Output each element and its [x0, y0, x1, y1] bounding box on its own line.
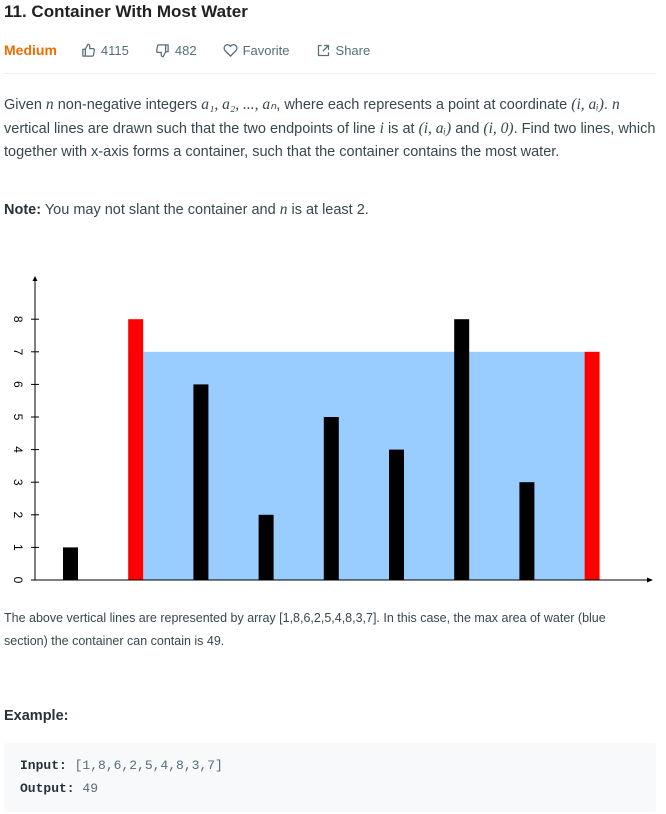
bar: [323, 417, 339, 580]
problem-meta-bar: Medium 4115 482 Favorite Share: [4, 40, 396, 60]
y-tick-label: 4: [11, 446, 25, 453]
problem-title: 11. Container With Most Water: [4, 2, 248, 21]
water-area: [143, 351, 585, 580]
highlighted-bar: [128, 319, 144, 580]
bar: [63, 547, 78, 580]
y-tick-label: 7: [11, 348, 25, 355]
dislike-button[interactable]: 482: [155, 43, 197, 58]
y-tick-label: 1: [11, 544, 25, 551]
y-tick-label: 8: [11, 316, 25, 323]
example-input-line: Input: [1,8,6,2,5,4,8,3,7]: [20, 758, 223, 773]
y-tick-label: 0: [11, 577, 25, 584]
bar: [389, 449, 404, 580]
x-axis-arrow: [647, 577, 653, 583]
thumbs-down-icon: [155, 43, 169, 57]
y-tick-label: 5: [11, 414, 25, 421]
difficulty-badge: Medium: [4, 42, 57, 58]
favorite-label: Favorite: [242, 42, 290, 58]
bar: [519, 482, 535, 580]
container-chart: 0 1 2 3 4 5 6 7 8: [11, 276, 653, 584]
bar: [454, 319, 470, 580]
example-code-block: Input: [1,8,6,2,5,4,8,3,7] Output: 49: [4, 743, 656, 812]
like-count: 4115: [100, 42, 129, 58]
heart-icon: [223, 43, 238, 57]
bar: [258, 514, 274, 580]
input-label: Input:: [20, 758, 67, 773]
y-tick-label: 6: [11, 381, 25, 388]
bar: [193, 384, 209, 580]
example-output-line: Output: 49: [20, 781, 98, 796]
share-label: Share: [335, 42, 371, 58]
output-value: 49: [74, 781, 99, 796]
output-label: Output:: [20, 781, 75, 796]
dislike-count: 482: [174, 42, 197, 58]
share-button[interactable]: Share: [316, 42, 371, 58]
thumbs-up-icon: [82, 43, 95, 57]
highlighted-bar: [584, 351, 600, 580]
note-label: Note:: [4, 202, 42, 218]
example-heading: Example:: [4, 708, 69, 724]
like-button[interactable]: 4115: [81, 43, 129, 58]
header-divider: [4, 73, 656, 74]
problem-description: Given n non-negative integers a₁, a₂, ..…: [4, 96, 656, 160]
input-value: [1,8,6,2,5,4,8,3,7]: [66, 758, 223, 773]
share-icon: [317, 44, 329, 56]
y-axis-arrow: [32, 276, 38, 281]
y-tick-label: 3: [11, 479, 25, 486]
y-tick-label: 2: [11, 511, 25, 518]
problem-note: Note: You may not slant the container an…: [4, 201, 369, 218]
favorite-button[interactable]: Favorite: [223, 43, 290, 58]
chart-caption: The above vertical lines are represented…: [4, 611, 606, 648]
